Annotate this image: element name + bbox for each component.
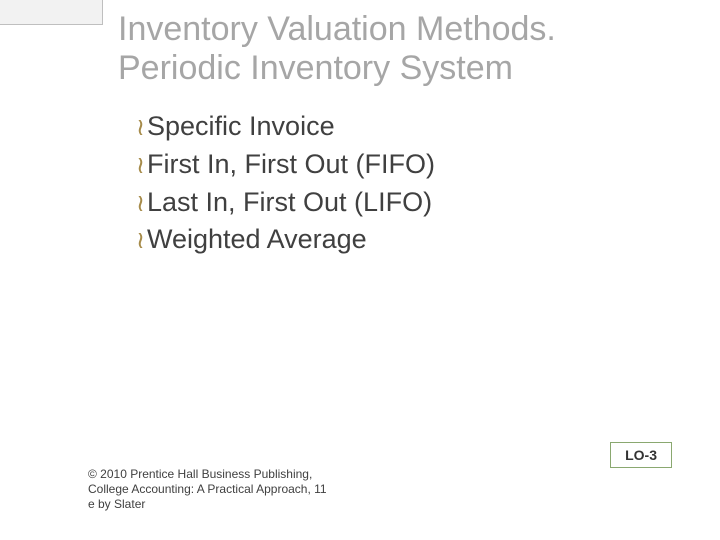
corner-tab xyxy=(0,0,103,25)
bullet-text: Weighted Average xyxy=(147,221,367,259)
list-item: ≀ Specific Invoice xyxy=(136,108,676,146)
title-line-2: Periodic Inventory System xyxy=(118,49,513,87)
learning-objective-badge: LO-3 xyxy=(610,442,672,468)
bullet-mark-icon: ≀ xyxy=(136,187,145,221)
bullet-list: ≀ Specific Invoice ≀ First In, First Out… xyxy=(136,108,676,259)
bullet-mark-icon: ≀ xyxy=(136,111,145,145)
slide: Inventory Valuation Methods. Periodic In… xyxy=(0,0,720,540)
slide-title: Inventory Valuation Methods. Periodic In… xyxy=(118,10,678,88)
bullet-text: First In, First Out (FIFO) xyxy=(147,146,435,184)
bullet-text: Specific Invoice xyxy=(147,108,335,146)
list-item: ≀ First In, First Out (FIFO) xyxy=(136,146,676,184)
copyright-footer: © 2010 Prentice Hall Business Publishing… xyxy=(88,467,328,512)
list-item: ≀ Weighted Average xyxy=(136,221,676,259)
bullet-mark-icon: ≀ xyxy=(136,224,145,258)
bullet-text: Last In, First Out (LIFO) xyxy=(147,184,432,222)
list-item: ≀ Last In, First Out (LIFO) xyxy=(136,184,676,222)
title-line-1: Inventory Valuation Methods. xyxy=(118,10,556,48)
bullet-mark-icon: ≀ xyxy=(136,149,145,183)
